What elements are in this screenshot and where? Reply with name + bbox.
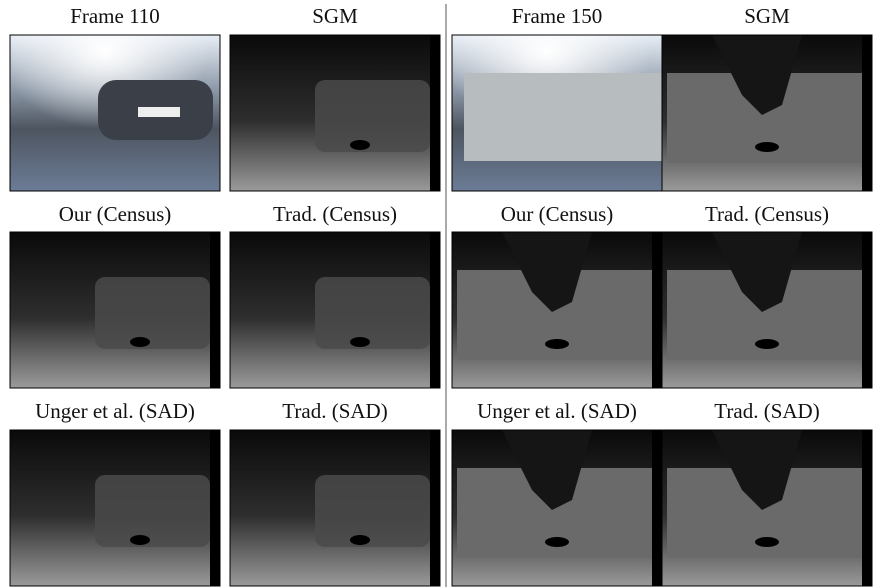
panel-caption: SGM xyxy=(744,4,790,28)
hole xyxy=(755,339,779,349)
panel-caption: Trad. (Census) xyxy=(705,202,829,226)
object-region xyxy=(95,475,210,547)
panel-caption: Frame 110 xyxy=(70,4,160,28)
edge-band xyxy=(862,430,872,586)
edge-band xyxy=(862,35,872,191)
hole xyxy=(130,337,150,347)
panel-caption: SGM xyxy=(312,4,358,28)
panel-caption: Our (Census) xyxy=(501,202,614,226)
object-region xyxy=(315,475,430,547)
edge-band xyxy=(430,35,440,191)
hole xyxy=(350,535,370,545)
panel-caption: Frame 150 xyxy=(512,4,602,28)
hole xyxy=(350,337,370,347)
edge-band xyxy=(652,232,662,388)
hole xyxy=(545,537,569,547)
object-region xyxy=(95,277,210,349)
hole xyxy=(755,142,779,152)
wall xyxy=(464,73,664,161)
edge-band xyxy=(210,232,220,388)
hole xyxy=(350,140,370,150)
panel-caption: Our (Census) xyxy=(59,202,172,226)
object-region xyxy=(315,277,430,349)
panel-caption: Trad. (SAD) xyxy=(714,399,819,423)
edge-band xyxy=(430,232,440,388)
plate xyxy=(138,107,180,117)
panel-caption: Trad. (Census) xyxy=(273,202,397,226)
panel-caption: Unger et al. (SAD) xyxy=(477,399,637,423)
edge-band xyxy=(430,430,440,586)
figure: Frame 110 SGM Our (Census) Trad. (Census) Un… xyxy=(0,0,875,587)
panel-caption: Unger et al. (SAD) xyxy=(35,399,195,423)
hole xyxy=(130,535,150,545)
object-region xyxy=(315,80,430,152)
edge-band xyxy=(210,430,220,586)
panel-caption: Trad. (SAD) xyxy=(282,399,387,423)
hole xyxy=(755,537,779,547)
edge-band xyxy=(652,430,662,586)
hole xyxy=(545,339,569,349)
edge-band xyxy=(862,232,872,388)
